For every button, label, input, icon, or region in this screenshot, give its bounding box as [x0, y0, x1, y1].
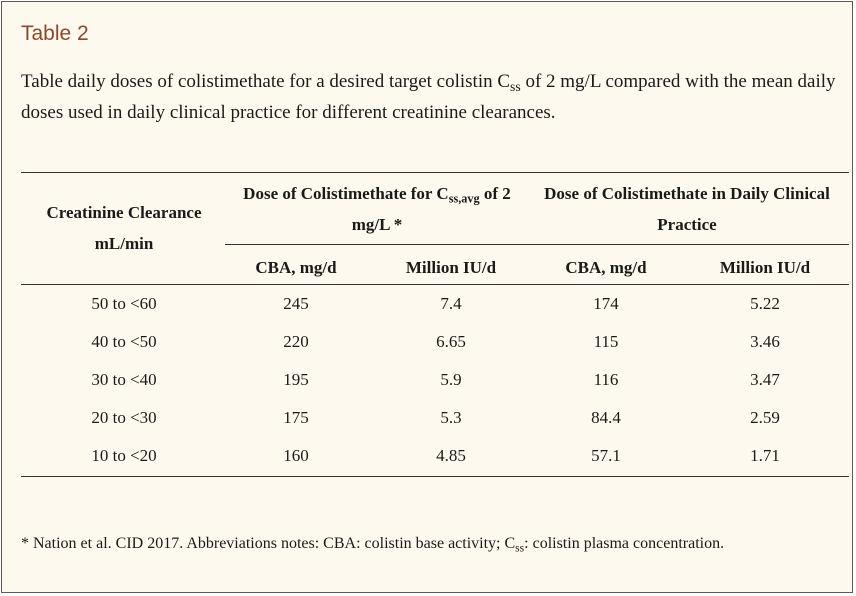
header-col1-line2: mL/min: [94, 234, 154, 253]
cell-cba-target: 175: [283, 408, 309, 427]
cell-cba-target: 220: [283, 332, 309, 351]
header-cba-practice: CBA, mg/d: [565, 258, 647, 277]
cell-miu-practice: 2.59: [750, 408, 780, 427]
cell-miu-target: 4.85: [436, 446, 466, 465]
table-footnote: * Nation et al. CID 2017. Abbreviations …: [21, 535, 725, 555]
header-cba-target: CBA, mg/d: [255, 258, 337, 277]
cell-miu-practice: 5.22: [750, 294, 780, 313]
cell-cba-practice: 84.4: [591, 408, 621, 427]
cell-clearance: 10 to <20: [91, 446, 157, 465]
cell-miu-practice: 3.46: [750, 332, 780, 351]
table-caption: Table daily doses of colistimethate for …: [21, 66, 841, 128]
cell-cba-practice: 174: [593, 294, 619, 313]
footnote-text: * Nation et al. CID 2017. Abbreviations …: [21, 535, 516, 552]
header-bottom-rule: [21, 284, 849, 285]
cell-cba-practice: 116: [593, 370, 619, 389]
header-miu-practice: Million IU/d: [719, 258, 811, 277]
table-label: Table 2: [21, 22, 89, 45]
cell-cba-target: 245: [283, 294, 309, 313]
table-top-rule: [21, 172, 849, 173]
caption-subscript: ss: [510, 79, 521, 95]
cell-clearance: 40 to <50: [91, 332, 157, 351]
cell-cba-practice: 57.1: [591, 446, 621, 465]
header-group1-text: Dose of Colistimethate for C: [243, 184, 449, 203]
cell-cba-target: 160: [283, 446, 309, 465]
table-bottom-rule: [21, 476, 849, 477]
header-group-target-dose: Dose of Colistimethate for Css,avg of 2 …: [227, 178, 527, 240]
header-creatinine-clearance: Creatinine Clearance mL/min: [24, 197, 224, 259]
header-sub-rule: [225, 244, 849, 245]
cell-clearance: 30 to <40: [91, 370, 157, 389]
caption-text-end: of 2 mg/L compared with the mean daily d…: [21, 71, 836, 123]
cell-miu-target: 5.3: [440, 408, 462, 427]
cell-miu-target: 7.4: [440, 294, 462, 313]
cell-cba-target: 195: [283, 370, 309, 389]
cell-miu-practice: 3.47: [750, 370, 780, 389]
cell-cba-practice: 115: [593, 332, 619, 351]
cell-clearance: 50 to <60: [91, 294, 157, 313]
header-group1-text-end: of 2 mg/L *: [351, 184, 511, 234]
header-group1-subscript: ss,avg: [448, 191, 480, 206]
footnote-subscript: ss: [515, 542, 525, 555]
caption-text: Table daily doses of colistimethate for …: [21, 71, 511, 92]
header-miu-target: Million IU/d: [405, 258, 497, 277]
cell-miu-target: 6.65: [436, 332, 466, 351]
header-col1-line1: Creatinine Clearance: [46, 203, 202, 222]
cell-miu-practice: 1.71: [750, 446, 780, 465]
header-group-clinical-practice: Dose of Colistimethate in Daily Clinical…: [544, 184, 830, 234]
footnote-text-end: : colistin plasma concentration.: [524, 535, 725, 552]
cell-miu-target: 5.9: [440, 370, 462, 389]
cell-clearance: 20 to <30: [91, 408, 157, 427]
